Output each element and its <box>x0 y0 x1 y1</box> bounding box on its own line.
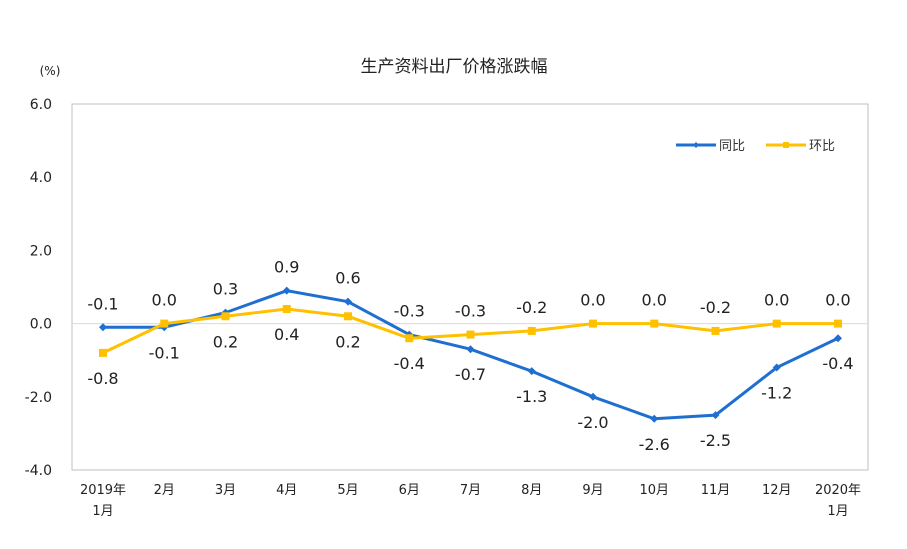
x-tick-label: 7月 <box>460 483 481 498</box>
data-label: -0.1 <box>87 294 118 313</box>
data-label: 0.0 <box>642 291 667 310</box>
data-label: 0.6 <box>335 269 360 288</box>
x-tick-label: 10月 <box>639 483 669 498</box>
data-label: -0.8 <box>87 369 118 388</box>
data-point <box>711 411 720 420</box>
data-point <box>466 330 475 339</box>
data-point <box>772 319 781 328</box>
legend: 同比 环比 <box>676 139 835 154</box>
x-tick-label: 6月 <box>399 483 420 498</box>
data-label: -0.4 <box>822 354 853 373</box>
data-point <box>99 348 107 357</box>
x-tick-label: 12月 <box>762 483 792 498</box>
data-point <box>589 319 597 328</box>
y-tick-label: 2.0 <box>30 243 52 259</box>
data-point <box>589 392 597 401</box>
y-tick-label: -4.0 <box>25 463 52 479</box>
x-tick-label: 8月 <box>521 483 542 498</box>
data-point <box>344 297 352 306</box>
data-point <box>160 319 169 328</box>
data-point <box>221 312 230 321</box>
data-label: -0.2 <box>516 298 547 317</box>
legend-marker <box>783 142 789 148</box>
data-point <box>527 326 536 335</box>
data-point <box>834 319 842 328</box>
data-label: 0.2 <box>335 332 360 351</box>
x-tick-label: 4月 <box>276 483 297 498</box>
data-label: -2.5 <box>700 431 731 450</box>
data-label: 0.0 <box>825 291 850 310</box>
legend-label: 环比 <box>809 139 835 154</box>
data-point <box>405 334 414 343</box>
data-point <box>99 323 107 332</box>
data-label: -1.3 <box>516 387 547 406</box>
x-tick-label: 1月 <box>92 504 113 519</box>
data-label: -0.7 <box>455 365 486 384</box>
data-point <box>650 414 659 423</box>
x-tick-label: 2019年 <box>80 483 126 498</box>
data-label: 0.9 <box>274 258 299 277</box>
data-label: -2.0 <box>577 413 608 432</box>
x-tick-label: 2月 <box>154 483 175 498</box>
x-tick-label: 9月 <box>582 483 603 498</box>
data-point <box>711 326 720 335</box>
data-label: -2.6 <box>639 435 670 454</box>
x-tick-label: 5月 <box>337 483 358 498</box>
data-label: -0.3 <box>455 302 486 321</box>
chart-title: 生产资料出厂价格涨跌幅 <box>361 57 548 77</box>
data-label: -0.2 <box>700 298 731 317</box>
x-tick-label: 1月 <box>827 504 848 519</box>
data-label: 0.0 <box>764 291 789 310</box>
data-label: 0.0 <box>152 291 177 310</box>
y-tick-label: -2.0 <box>25 390 52 406</box>
legend-marker <box>693 142 699 148</box>
data-label: 0.0 <box>580 291 605 310</box>
data-point <box>466 345 475 354</box>
data-point <box>650 319 659 328</box>
data-point <box>282 304 291 313</box>
data-label: -0.4 <box>394 354 425 373</box>
data-point <box>344 312 352 321</box>
x-tick-label: 11月 <box>701 483 731 498</box>
data-label: -0.3 <box>394 302 425 321</box>
data-label: -0.1 <box>149 343 180 362</box>
data-point <box>282 286 291 295</box>
data-point <box>834 334 842 343</box>
data-point <box>527 367 536 376</box>
data-label: 0.2 <box>213 332 238 351</box>
data-label: 0.4 <box>274 325 299 344</box>
y-tick-label: 4.0 <box>30 170 52 186</box>
data-label: -1.2 <box>761 384 792 403</box>
y-tick-label: 0.0 <box>30 317 52 333</box>
y-tick-label: 6.0 <box>30 97 52 113</box>
x-tick-label: 2020年 <box>815 483 861 498</box>
data-point <box>772 363 781 372</box>
x-tick-label: 3月 <box>215 483 236 498</box>
data-label: 0.3 <box>213 280 238 299</box>
y-axis-unit-label: (%) <box>40 64 61 78</box>
plot-frame <box>71 103 869 471</box>
legend-label: 同比 <box>719 139 745 154</box>
